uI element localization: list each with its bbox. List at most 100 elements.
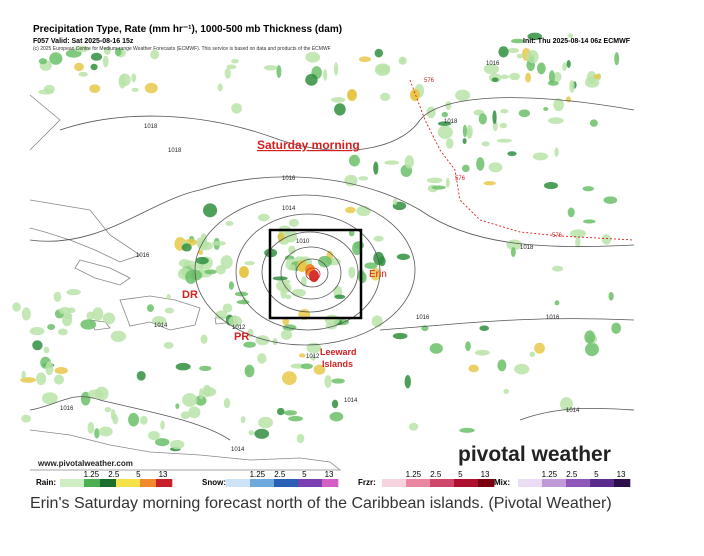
precip-cell (356, 206, 371, 217)
precip-cell (38, 58, 48, 65)
legend-swatch (390, 479, 399, 487)
legend-swatch (478, 479, 487, 487)
isobar (194, 194, 416, 346)
precip-cell (222, 303, 233, 313)
isobar (29, 396, 231, 441)
legend-swatch (606, 479, 615, 487)
precip-cell (180, 411, 191, 420)
isobar-label: 1014 (231, 447, 245, 453)
precip-cell (148, 430, 160, 441)
precip-cell (584, 76, 600, 88)
precip-cell (565, 96, 571, 103)
precip-cell (175, 403, 180, 409)
precip-cell (236, 300, 250, 305)
precip-cell (288, 415, 304, 422)
precip-cell (398, 56, 407, 65)
legend-label: Rain: (36, 478, 56, 487)
legend-tick: 2.5 (274, 470, 286, 479)
precip-cell (80, 319, 97, 330)
precip-cell (146, 304, 154, 313)
isobar (305, 267, 321, 281)
precip-cell (518, 109, 531, 118)
legend-swatch (100, 479, 109, 487)
legend-tick: 13 (325, 470, 334, 479)
highlight-box (268, 228, 363, 320)
precip-cell (128, 412, 140, 427)
precip-cell (429, 343, 443, 354)
isobar-label: 1018 (144, 124, 158, 130)
logo: pivotal weather (458, 443, 611, 466)
legend-swatch (282, 479, 291, 487)
precip-cell (272, 338, 278, 346)
precip-cell (12, 302, 21, 312)
precip-cell (462, 138, 467, 145)
precip-cell (47, 324, 56, 330)
precip-cell (223, 398, 231, 409)
precip-cell (43, 346, 50, 354)
precip-cell (240, 416, 246, 424)
precip-cell (331, 97, 346, 103)
precip-cell (98, 426, 113, 437)
legend-tick: 2.5 (430, 470, 442, 479)
precip-cell (511, 38, 525, 44)
precip-cell (481, 141, 490, 147)
legend-swatch (156, 479, 165, 487)
legend-swatch (242, 479, 251, 487)
precip-cell (110, 330, 127, 343)
isobar-label: 1012 (232, 325, 246, 331)
precip-cell (299, 353, 306, 358)
isobar-label: 1016 (546, 315, 560, 321)
legend-swatch (92, 479, 101, 487)
precip-cell (499, 122, 507, 129)
precip-cell (195, 256, 209, 265)
copyright: (c) 2025 European Centre for Medium-rang… (33, 46, 331, 52)
coastlines (29, 94, 342, 471)
precip-cell (41, 392, 58, 405)
precip-cell (509, 72, 520, 81)
precip-cell (139, 415, 148, 425)
precip-cell (396, 253, 410, 260)
precip-cell (211, 240, 226, 246)
precip-cell (226, 64, 237, 70)
precip-cell (247, 328, 254, 338)
coastline (29, 429, 342, 471)
precip-cell (582, 186, 595, 192)
legend-swatch (486, 479, 495, 487)
precip-cell (331, 378, 345, 384)
precip-cell (199, 388, 204, 400)
legend-tick: 1.25 (542, 470, 558, 479)
weather-map: Precipitation Type, Rate (mm hr⁻¹), 1000… (12, 24, 635, 487)
annotation: PR (234, 331, 249, 343)
legend-swatch (68, 479, 77, 487)
precip-cell (498, 46, 509, 58)
precip-cell (288, 245, 296, 255)
legend-swatch (306, 479, 315, 487)
precip-cell (371, 315, 383, 328)
precip-cell (239, 266, 249, 278)
precip-cell (66, 289, 81, 296)
precip-cell (567, 207, 575, 218)
legend-swatch (116, 479, 125, 487)
precip-cell (231, 103, 242, 114)
precip-cell (285, 294, 292, 300)
legend-swatch (550, 479, 559, 487)
legend-swatch (622, 479, 631, 487)
isobar-label: 1016 (136, 253, 150, 259)
precip-cell (466, 128, 472, 139)
precip-cell (90, 52, 103, 61)
precip-cell (166, 294, 171, 301)
init-time: Init: Thu 2025-08-14 06z ECMWF (523, 38, 631, 45)
precip-cell (370, 267, 382, 281)
precip-cell (461, 164, 470, 173)
isobar-label: 1014 (566, 408, 580, 414)
precip-cell (53, 291, 62, 303)
precip-cell (323, 69, 328, 81)
precip-cell (281, 371, 297, 386)
precip-cell (150, 49, 160, 60)
precip-cell (131, 87, 139, 92)
precip-cell (276, 407, 285, 416)
precip-cell (527, 32, 543, 41)
precip-cell (529, 351, 535, 358)
precip-cell (283, 283, 292, 293)
precip-cell (584, 342, 599, 357)
